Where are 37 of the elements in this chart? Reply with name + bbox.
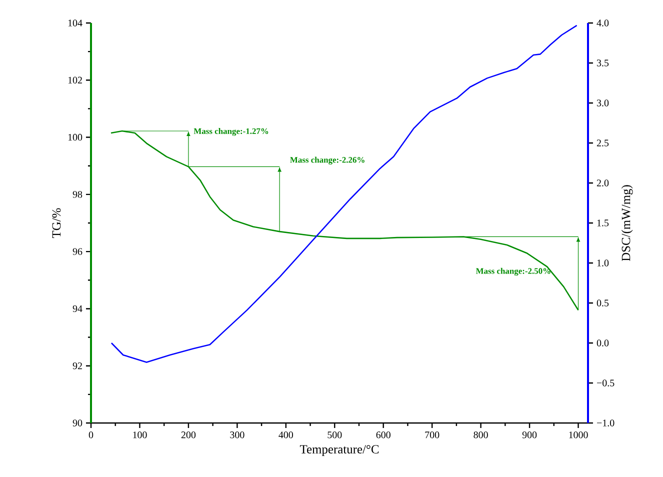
x-tick-label: 600 <box>376 432 390 438</box>
y2-tick-label: −0.5 <box>597 380 614 386</box>
x-tick-label: 200 <box>181 432 196 438</box>
x-tick-label: 800 <box>474 432 488 438</box>
x-tick-label: 300 <box>230 432 244 438</box>
y2-tick-label: 1.0 <box>597 260 609 266</box>
annotation: Mass change:-2.26% <box>290 156 364 165</box>
x-tick-label: 1000 <box>569 432 588 438</box>
y-axis-title: TG/% <box>52 208 61 238</box>
y2-tick-label: 2.0 <box>596 180 609 186</box>
y2-tick-label: 3.5 <box>597 60 609 66</box>
x-axis-title: Temperature/°C <box>300 445 379 456</box>
x-tick-label: 400 <box>278 432 294 438</box>
x-tick-label: 100 <box>133 432 147 438</box>
y-tick-label: 104 <box>68 20 82 26</box>
y-tick-label: 94 <box>72 305 82 312</box>
y-tick-label: 100 <box>68 134 82 141</box>
y2-tick-label: −1.0 <box>597 420 614 426</box>
y2-tick-label: 4.0 <box>596 20 609 26</box>
y2-tick-label: 1.5 <box>597 220 609 226</box>
y-tick-label: 96 <box>72 248 82 255</box>
x-tick-label: 900 <box>522 432 537 438</box>
y-tick-label: 98 <box>72 191 82 198</box>
line-series <box>110 24 578 363</box>
x-tick-label: 700 <box>425 432 440 438</box>
annotation: Mass change:-2.50% <box>476 268 550 276</box>
x-tick-label: 500 <box>328 432 342 438</box>
annotation: Mass change:-1.27% <box>194 128 268 136</box>
y2-tick-label: 2.5 <box>596 140 609 146</box>
x-tick-label: 0 <box>88 432 94 438</box>
y-tick-label: 92 <box>72 362 82 370</box>
y2-tick-label: 0.0 <box>596 340 609 346</box>
y-tick-label: 90 <box>72 420 82 426</box>
y2-tick-label: 0.5 <box>596 300 609 306</box>
y2-tick-label: 3.0 <box>597 100 609 106</box>
y2-axis-title: DSC/(mW/mg) <box>621 185 633 262</box>
y-tick-label: 102 <box>68 76 82 84</box>
